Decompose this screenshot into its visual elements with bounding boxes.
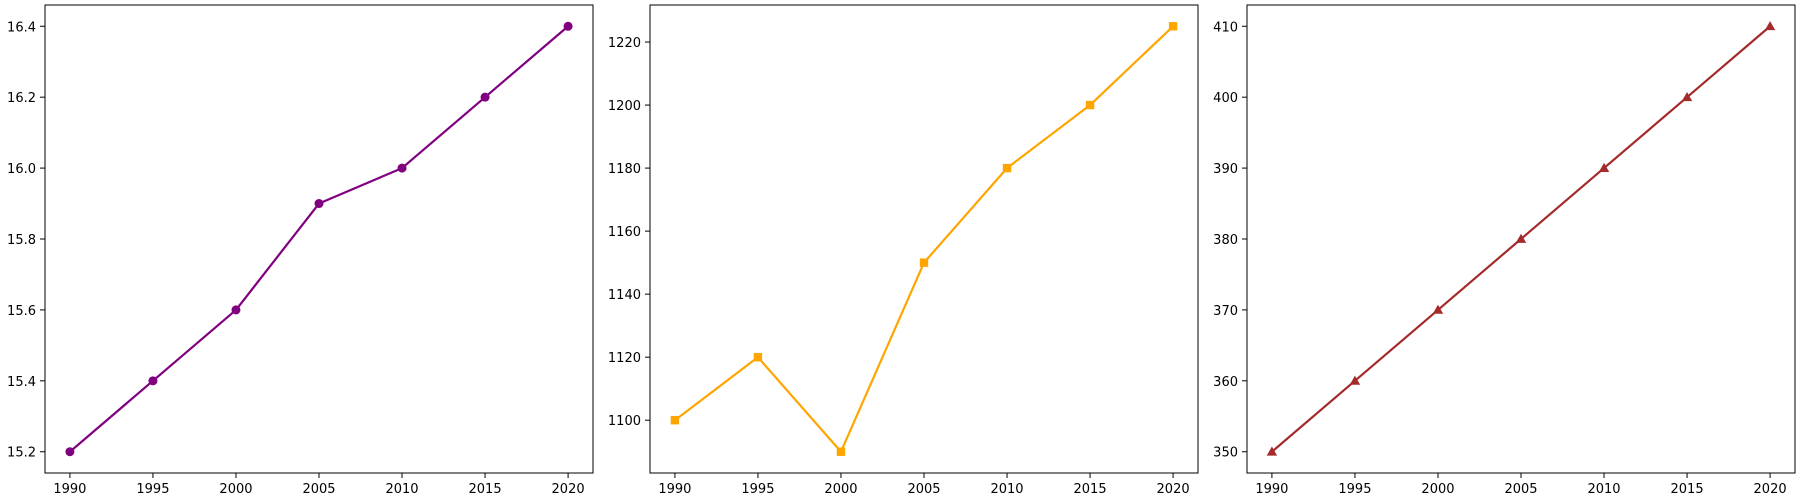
data-point	[1764, 21, 1776, 31]
x-tick-label: 1990	[1255, 482, 1288, 497]
y-tick-label: 350	[1213, 446, 1238, 461]
y-tick-label: 16.2	[7, 91, 36, 106]
x-tick-label: 2015	[1671, 482, 1704, 497]
y-tick-label: 1100	[608, 414, 641, 429]
data-point	[1515, 233, 1527, 243]
data-point	[1432, 304, 1444, 314]
x-tick-label: 1995	[741, 482, 774, 497]
data-point	[148, 376, 158, 386]
y-tick-label: 410	[1213, 20, 1238, 35]
data-point	[480, 92, 490, 102]
data-point	[563, 21, 573, 31]
x-tick-label: 2015	[469, 482, 502, 497]
y-tick-label: 15.4	[7, 375, 36, 390]
data-point	[1681, 91, 1693, 102]
x-tick-label: 2005	[302, 482, 335, 497]
y-tick-label: 370	[1213, 304, 1238, 319]
x-tick-label: 1990	[53, 482, 86, 497]
x-tick-label: 2005	[907, 482, 940, 497]
y-tick-label: 15.6	[7, 304, 36, 319]
y-tick-label: 1220	[608, 36, 641, 51]
y-tick-label: 390	[1213, 162, 1238, 177]
data-point	[1266, 446, 1278, 456]
x-tick-label: 1990	[658, 482, 691, 497]
data-point	[314, 199, 324, 209]
x-tick-label: 2000	[824, 482, 857, 497]
x-tick-label: 2000	[1421, 482, 1454, 497]
x-tick-label: 1995	[1338, 482, 1371, 497]
data-point	[753, 352, 763, 362]
y-tick-label: 380	[1213, 233, 1238, 248]
data-point	[836, 447, 846, 456]
x-tick-label: 2020	[1754, 482, 1787, 497]
y-tick-label: 1200	[608, 99, 641, 114]
x-tick-label: 2020	[1157, 482, 1190, 497]
data-point	[397, 163, 407, 173]
y-tick-label: 16.0	[7, 162, 36, 177]
x-tick-label: 2000	[219, 482, 252, 497]
x-tick-label: 2010	[990, 482, 1023, 497]
y-tick-label: 16.4	[7, 20, 36, 35]
data-point	[1598, 162, 1610, 172]
x-tick-label: 1995	[136, 482, 169, 497]
data-point	[231, 305, 241, 315]
chart-panel-1: 1990 1995 2000 2005 2010 2015 2020 15.2 15.4 15.6…	[7, 4, 594, 497]
data-point	[1085, 100, 1095, 110]
data-point	[1349, 375, 1361, 385]
x-tick-label: 2020	[552, 482, 585, 497]
y-tick-label: 15.2	[7, 446, 36, 461]
data-point	[1168, 22, 1178, 31]
data-point	[1002, 163, 1012, 173]
x-tick-label: 2010	[1587, 482, 1620, 497]
data-point	[65, 447, 75, 457]
y-tick-label: 1180	[608, 162, 641, 177]
x-tick-label: 2015	[1074, 482, 1107, 497]
data-point	[919, 258, 929, 267]
y-tick-label: 15.8	[7, 233, 36, 248]
y-tick-label: 1120	[608, 351, 641, 366]
y-tick-label: 1160	[608, 225, 641, 240]
y-tick-label: 360	[1213, 375, 1238, 390]
x-tick-label: 2010	[385, 482, 418, 497]
chart-panel-3: 1990 1995 2000 2005 2010 2015 2020 350 360 370 380…	[1213, 4, 1796, 497]
x-tick-label: 2005	[1504, 482, 1537, 497]
y-tick-label: 1140	[608, 288, 641, 303]
chart-panel-2: 1990 1995 2000 2005 2010 2015 2020 1100 1120 1140…	[608, 4, 1199, 497]
y-tick-label: 400	[1213, 91, 1238, 106]
data-point	[670, 416, 680, 425]
